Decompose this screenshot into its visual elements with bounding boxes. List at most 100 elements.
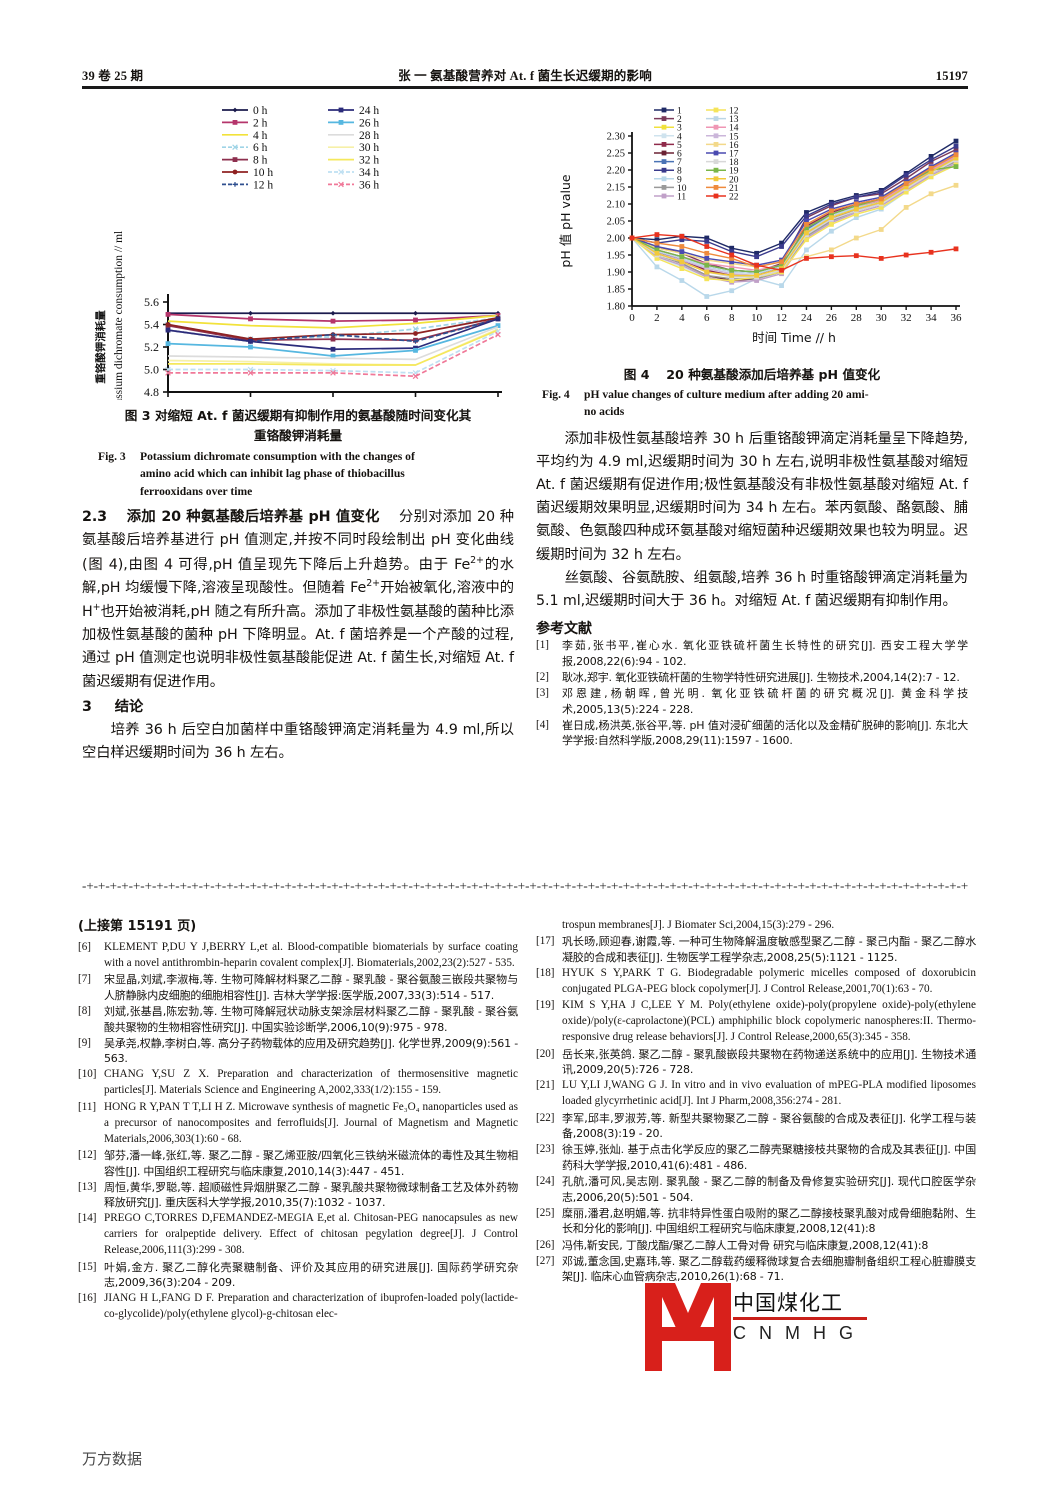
reference-number: [27] <box>536 1254 555 1267</box>
data-marker <box>779 283 784 288</box>
data-marker <box>165 370 171 376</box>
data-marker <box>704 269 710 275</box>
figure-3-plot: 0 h2 h4 h6 h8 h10 h12 h24 h26 h28 h30 h3… <box>94 105 504 400</box>
reference-number: [2] <box>536 670 549 683</box>
data-marker <box>804 222 809 227</box>
legend-label: 10 <box>677 184 687 194</box>
data-marker <box>779 259 784 265</box>
data-marker <box>853 253 859 259</box>
legend-label: 34 h <box>359 167 379 179</box>
reference-number: [3] <box>536 687 549 699</box>
continued-references-right: trospun membranes[J]. J Biomater Sci,200… <box>536 918 976 1286</box>
watermark-en-text: C N M H G <box>733 1323 857 1343</box>
data-marker <box>704 244 710 249</box>
data-marker <box>928 165 934 171</box>
data-marker <box>729 278 735 283</box>
data-marker <box>828 211 834 217</box>
legend-label: 0 h <box>253 105 268 117</box>
data-marker <box>828 222 834 227</box>
data-marker <box>903 184 909 190</box>
fig4-cn-line1: 20 种氨基酸添加后培养基 pH 值变化 <box>666 367 881 382</box>
data-marker <box>661 193 667 199</box>
data-marker <box>654 240 660 246</box>
watermark-divider <box>733 1317 867 1320</box>
data-marker <box>679 237 685 243</box>
x-tick-label: 12 <box>776 312 787 324</box>
data-marker <box>928 169 934 175</box>
data-marker <box>779 262 784 268</box>
series-line <box>167 314 499 329</box>
data-marker <box>853 201 859 207</box>
data-marker <box>779 267 784 273</box>
data-marker <box>804 210 809 215</box>
figure-4-plot: 123456789101112131415161718192021221.801… <box>558 107 962 346</box>
running-head: 39 卷 25 期 张 一 氨基酸营养对 At. f 菌生长迟缓期的影响 151… <box>82 58 968 84</box>
section-2-3-sup-3: + <box>92 602 101 614</box>
legend-label: 10 h <box>253 167 273 179</box>
y-tick-label: 2.20 <box>607 166 625 177</box>
data-marker <box>330 310 336 316</box>
continuation-note: (上接第 15191 页) <box>78 919 197 934</box>
continued-references-left: (上接第 15191 页) [6] KLEMENT P,DU Y J,BERRY … <box>78 905 518 1324</box>
data-marker <box>713 133 719 139</box>
data-marker <box>928 154 934 159</box>
data-marker <box>629 235 635 241</box>
running-head-left: 39 卷 25 期 <box>82 69 144 83</box>
reference-item: [9] 吴承尧,权静,李树白,等. 高分子药物载体的应用及研究趋势[J]. 化学世… <box>78 1036 518 1067</box>
data-marker <box>679 266 685 271</box>
reference-text: 崔日成,杨洪英,张谷平,等. pH 值对浸矿细菌的活化以及金精矿脱砷的影响[J]… <box>562 718 968 748</box>
reference-text: 冯伟,靳安民, 丁酸戊酯/聚乙二醇人工骨对骨 研究与临床康复,2008,12(4… <box>562 1238 929 1252</box>
data-marker <box>804 256 809 261</box>
section-2-3-sup-1: 2+ <box>470 554 484 566</box>
reference-number: [7] <box>78 973 91 986</box>
reference-number: [4] <box>536 718 549 731</box>
legend-label: 8 <box>677 167 682 177</box>
data-marker <box>928 174 934 180</box>
y-tick-label: 1.95 <box>607 251 625 262</box>
x-tick-label: 14 <box>244 399 257 400</box>
legend-label: 28 h <box>359 130 379 142</box>
reference-text: 孔航,潘可风,吴志刚. 聚乳酸 - 聚乙二醇的制备及骨修复实验研究[J]. 现代… <box>562 1175 976 1204</box>
y-tick-label: 2.25 <box>607 149 625 160</box>
section-2-3-body-1: 分别对添加 20 种氨基酸后培养基进行 pH 值测定,并按不同时段绘制出 pH … <box>82 509 515 573</box>
x-tick-label: 26 <box>826 312 838 324</box>
legend-label: 2 h <box>253 117 268 129</box>
data-marker <box>828 228 834 234</box>
data-marker <box>661 142 667 147</box>
reference-text: CHANG Y,SU Z X. Preparation and characte… <box>104 1068 518 1097</box>
reference-text: 周恒,黄华,罗聪,等. 超顺磁性异烟肼聚乙二醇 - 聚乳酸共聚物微球制备工艺及体… <box>104 1180 518 1210</box>
data-marker <box>679 278 685 283</box>
fig3-cn-label: 图 3 <box>124 408 151 423</box>
references-main-list: [1] 李茹,张书平,崔心水. 氧化亚铁硫杆菌生长特性的研究[J]. 西安工程大学… <box>536 638 968 749</box>
data-marker <box>729 259 735 265</box>
reference-number: [8] <box>78 1005 91 1018</box>
fig3-cn-line2: 重铬酸钾消耗量 <box>253 427 343 443</box>
series-line <box>631 145 957 258</box>
reference-text: PREGO C,TORRES D,FEMANDEZ-MEGIA E,et al.… <box>104 1212 518 1257</box>
y-tick-label: 1.80 <box>607 302 625 313</box>
data-marker <box>330 370 336 376</box>
fig4-en-line2: no acids <box>584 405 625 419</box>
data-marker <box>232 120 238 125</box>
series-line <box>631 152 957 266</box>
data-marker <box>953 138 959 144</box>
data-marker <box>804 213 809 219</box>
y-tick-label: 1.90 <box>607 268 625 279</box>
data-marker <box>247 370 254 376</box>
data-marker <box>754 262 760 268</box>
reference-number: [10] <box>78 1068 97 1081</box>
reference-item: [12] 邹芬,潘一峰,张红,等. 聚乙二醇 - 聚乙烯亚胺/四氧化三铁纳米磁流体… <box>78 1148 518 1179</box>
legend-label: 8 h <box>253 155 268 167</box>
legend-label: 22 <box>729 193 739 203</box>
data-marker <box>330 346 336 352</box>
y-axis-label: pH 值 pH value <box>558 174 573 268</box>
right-column: 1 2 3 4 5 6 7 8 9 10 11 12 13 14 15 16 17 18 19 20 21 22 1.80 1… <box>536 100 968 749</box>
y-tick-label: 2.05 <box>607 217 625 228</box>
data-marker <box>878 205 884 210</box>
legend-label: 6 h <box>253 142 268 154</box>
reference-text: JIANG H L,FANG D F. Preparation and char… <box>104 1292 518 1321</box>
x-tick-label: 20 <box>327 399 340 400</box>
data-marker <box>828 247 834 253</box>
x-tick-label: 10 <box>751 312 763 324</box>
data-marker <box>713 124 719 130</box>
